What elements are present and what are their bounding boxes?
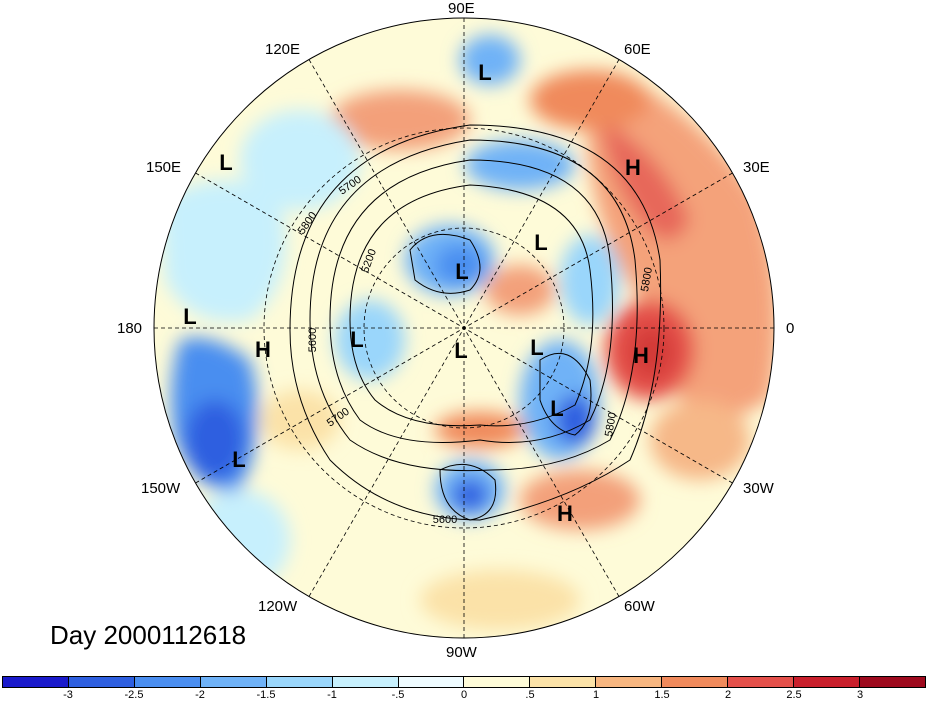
anomaly-field <box>154 18 774 638</box>
colorbar-tick-label: -3 <box>63 689 73 701</box>
colorbar-swatch <box>134 677 201 687</box>
colorbar-swatch <box>266 677 333 687</box>
lon-label-90e: 90E <box>448 0 475 17</box>
pressure-center: H <box>255 337 271 362</box>
colorbar-swatch <box>398 677 465 687</box>
lon-label-60e: 60E <box>624 41 651 58</box>
colorbar-swatch <box>3 677 69 687</box>
contour-label: 5600 <box>433 514 457 526</box>
pressure-center: L <box>478 60 491 85</box>
colorbar-tick-label: 3 <box>856 689 864 701</box>
colorbar-swatch <box>68 677 135 687</box>
pressure-centers: L H L L L L H L L L H L L H <box>183 60 649 526</box>
lon-label-150e: 150E <box>146 159 182 176</box>
colorbar-swatch <box>332 677 399 687</box>
pressure-center: L <box>219 150 232 175</box>
pressure-center: L <box>530 335 543 360</box>
lon-label-60w: 60W <box>624 598 655 615</box>
colorbar-swatch <box>200 677 267 687</box>
colorbar-tick-label: 1 <box>592 689 600 701</box>
colorbar-tick-label: -2.5 <box>124 689 144 701</box>
lon-label-150w: 150W <box>141 480 181 497</box>
pressure-center: L <box>350 327 363 352</box>
graticule <box>154 18 774 638</box>
lon-label-30e: 30E <box>743 159 770 176</box>
height-contours <box>289 124 662 521</box>
lon-label-30w: 30W <box>743 480 774 497</box>
colorbar-tick-label: -.5 <box>391 689 405 701</box>
map-border <box>153 17 775 639</box>
lon-label-120e: 120E <box>265 41 301 58</box>
lon-label-120w: 120W <box>258 598 298 615</box>
colorbar-swatch <box>596 677 663 687</box>
colorbar-tick-label: 2 <box>724 689 732 701</box>
pressure-center: H <box>633 343 649 368</box>
colorbar-swatch <box>662 677 729 687</box>
colorbar <box>2 676 926 688</box>
colorbar-swatch <box>728 677 795 687</box>
colorbar-tick-label: 0 <box>460 689 468 701</box>
pressure-center: L <box>454 338 467 363</box>
colorbar-tick-label: 2.5 <box>786 689 802 701</box>
pressure-center: H <box>625 155 641 180</box>
pressure-center: H <box>557 501 573 526</box>
contour-label: 5800 <box>639 266 655 292</box>
pressure-center: L <box>534 230 547 255</box>
colorbar-tick-label: .5 <box>525 689 535 701</box>
colorbar-swatch <box>464 677 531 687</box>
colorbar-swatch <box>794 677 860 687</box>
lon-label-90w: 90W <box>446 644 477 661</box>
lon-label-0: 0 <box>786 320 795 337</box>
pressure-center: L <box>232 447 245 472</box>
pressure-center: L <box>455 259 468 284</box>
colorbar-swatch <box>859 677 925 687</box>
colorbar-tick-label: 1.5 <box>654 689 670 701</box>
lon-label-180: 180 <box>117 320 143 337</box>
pressure-center: L <box>550 396 563 421</box>
colorbar-tick-label: -1.5 <box>256 689 276 701</box>
day-title: Day 2000112618 <box>50 620 247 650</box>
colorbar-tick-label: -1 <box>327 689 337 701</box>
contour-label: 5600 <box>307 328 319 352</box>
contour-label: 5800 <box>603 411 619 437</box>
pressure-center: L <box>183 304 196 329</box>
colorbar-tick-label: -2 <box>195 689 205 701</box>
colorbar-swatch <box>530 677 597 687</box>
